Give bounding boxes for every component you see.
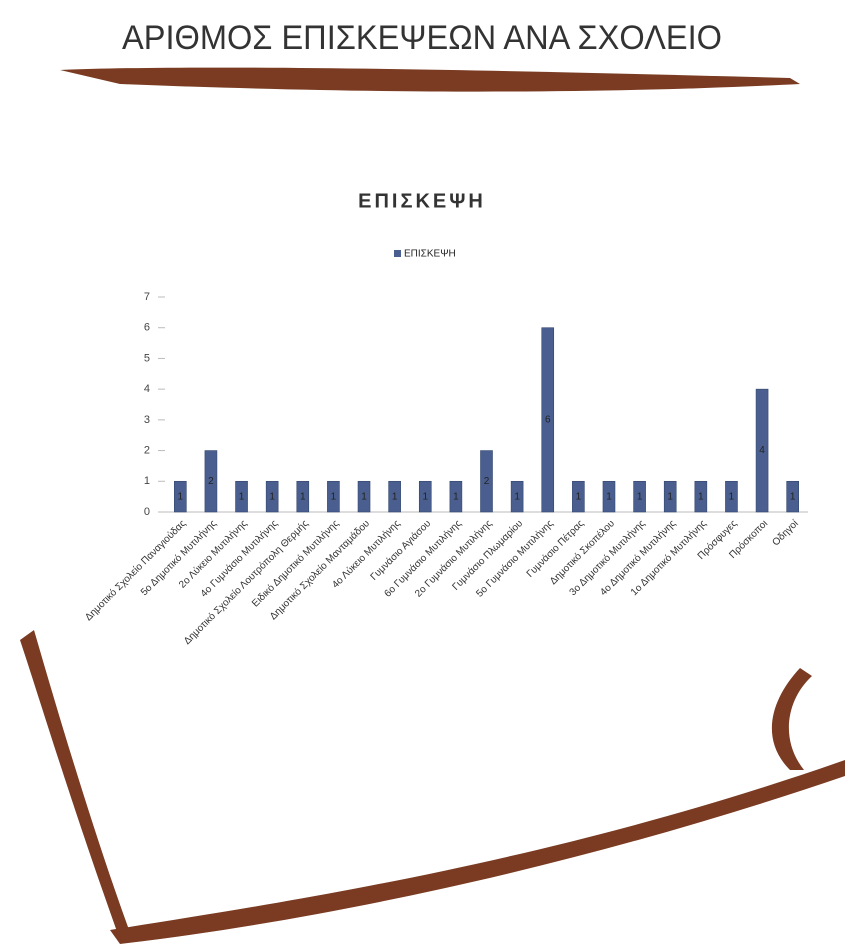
data-label: 2 [208,476,214,487]
legend: ΕΠΙΣΚΕΨΗ [394,249,456,260]
page-title: ΑΡΙΘΜΟΣ ΕΠΙΣΚΕΨΕΩΝ ΑΝΑ ΣΧΟΛΕΙΟ [122,19,722,57]
y-tick-label: 3 [144,414,150,426]
bar [327,480,340,513]
bar [541,327,555,513]
bar [174,480,187,513]
y-tick-label: 6 [144,322,150,334]
brush-stroke [60,67,800,92]
bar [388,480,401,513]
data-label: 1 [637,491,643,502]
bar [449,480,463,513]
data-label: 1 [392,491,398,502]
y-tick-label: 2 [144,444,150,456]
bar [633,480,646,513]
data-label: 1 [422,491,428,502]
bar [480,450,493,513]
bar [663,480,677,513]
bar [694,480,708,513]
data-label: 1 [239,491,245,502]
bar [510,480,524,513]
data-label: 6 [545,414,551,425]
y-tick-label: 5 [144,352,150,364]
brush-stroke [110,760,845,944]
data-label: 1 [361,491,367,502]
bar [725,480,738,513]
y-tick-label: 0 [144,506,150,518]
bar [786,480,799,513]
x-tick-label: Γυμνάσιο Πέτρας [524,517,586,579]
x-tick-label: Οδηγοί [770,517,801,548]
data-label: 1 [331,491,337,502]
data-label: 1 [606,491,612,502]
data-label: 1 [453,491,459,502]
bar [296,480,310,513]
data-label: 1 [698,491,704,502]
bar [357,480,371,513]
bar [235,480,248,513]
y-tick-label: 1 [144,475,150,487]
brush-stroke [20,630,132,940]
bar [204,450,218,513]
bar [602,480,616,513]
data-label: 1 [729,491,735,502]
data-label: 1 [178,491,184,502]
data-label: 1 [576,491,582,502]
data-label: 2 [484,476,490,487]
bar [418,480,432,513]
bar [755,388,769,513]
y-tick-label: 4 [144,383,150,395]
brush-stroke [771,668,812,770]
y-tick-label: 7 [144,291,150,303]
data-label: 1 [269,491,275,502]
data-label: 4 [759,445,765,456]
legend-swatch [394,250,401,257]
data-label: 1 [300,491,306,502]
bar [265,480,279,513]
legend-label: ΕΠΙΣΚΕΨΗ [404,249,456,260]
data-label: 1 [514,491,520,502]
bar [572,480,585,513]
data-label: 1 [667,491,673,502]
data-label: 1 [790,491,796,502]
chart-title: ΕΠΙΣΚΕΨΗ [358,190,486,212]
